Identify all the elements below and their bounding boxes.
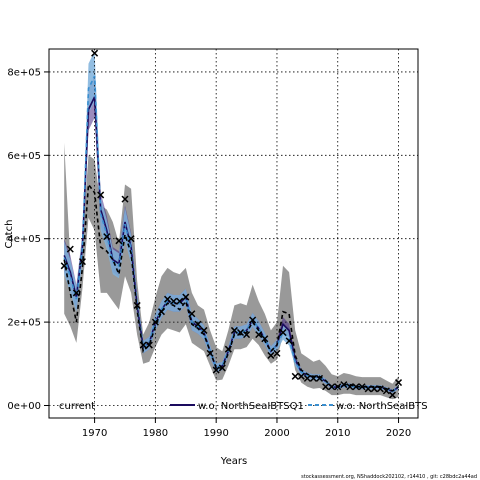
- observed-point: [218, 364, 226, 372]
- plot-frame: [48, 48, 419, 419]
- observed-point: [261, 335, 269, 343]
- y-axis-title: Catch: [4, 220, 15, 249]
- observed-point: [279, 328, 287, 337]
- observed-point: [157, 308, 165, 316]
- y-axis-ticks: 0e+00 2e+05 4e+05 6e+05 8e+05: [7, 67, 49, 412]
- legend-label-1: current: [59, 401, 95, 412]
- band-1: [64, 142, 399, 400]
- observed-point: [273, 349, 281, 357]
- legend-label-3: w.o. NorthSeaIBTS: [336, 401, 428, 412]
- observed-point: [328, 383, 336, 391]
- gridlines: [49, 49, 418, 418]
- observed-point: [230, 326, 238, 334]
- observed-points: [60, 49, 403, 399]
- y-tick-label: 0e+00: [7, 401, 41, 412]
- y-tick-label: 2e+05: [7, 318, 41, 329]
- observed-point: [200, 326, 208, 334]
- observed-point: [297, 372, 305, 380]
- observed-point: [182, 293, 190, 301]
- observed-point: [127, 235, 135, 243]
- observed-point: [291, 372, 299, 380]
- x-tick-label: 1990: [203, 428, 228, 439]
- x-axis-ticks: 1970 1980 1990 2000 2010 2020: [82, 418, 411, 439]
- x-tick-label: 1970: [82, 428, 107, 439]
- observed-point: [224, 345, 232, 353]
- y-tick-label: 4e+05: [7, 234, 41, 245]
- observed-point: [91, 49, 99, 57]
- observed-point: [66, 245, 74, 253]
- observed-point: [358, 383, 366, 391]
- observed-point: [370, 385, 378, 393]
- x-tick-label: 2010: [325, 428, 350, 439]
- observed-point: [364, 385, 372, 393]
- x-tick-label: 2020: [386, 428, 411, 439]
- observed-point: [188, 310, 196, 318]
- y-tick-label: 6e+05: [7, 151, 41, 162]
- observed-point: [103, 233, 111, 241]
- observed-point: [243, 331, 251, 339]
- y-tick-label: 8e+05: [7, 67, 41, 78]
- observed-point: [133, 301, 141, 309]
- observed-point: [121, 195, 129, 203]
- observed-point: [255, 331, 263, 339]
- footer-text: stockassessment.org, NShaddock202102, r1…: [301, 474, 477, 480]
- observed-point: [340, 381, 348, 389]
- observed-point: [176, 297, 184, 305]
- observed-point: [376, 385, 384, 393]
- observed-point: [285, 337, 293, 345]
- observed-point: [382, 387, 390, 395]
- observed-point: [334, 383, 342, 391]
- observed-point: [315, 374, 324, 382]
- observed-point: [151, 318, 159, 326]
- observed-point: [139, 341, 147, 349]
- observed-point: [145, 341, 153, 349]
- observed-point: [309, 374, 317, 382]
- legend: current w.o. NorthSeaIBTSQ1 w.o. NorthSeaI…: [59, 401, 428, 412]
- observed-point: [60, 262, 68, 270]
- confidence-bands: [64, 51, 399, 400]
- observed-point: [249, 316, 257, 324]
- observed-point: [194, 320, 202, 328]
- observed-point: [346, 383, 354, 391]
- observed-point: [395, 379, 403, 387]
- observed-point: [164, 295, 172, 303]
- observed-point: [206, 349, 214, 357]
- observed-point: [72, 289, 80, 297]
- observed-point: [388, 391, 396, 399]
- observed-point: [78, 258, 86, 266]
- observed-point: [236, 328, 245, 337]
- observed-point: [303, 374, 311, 382]
- x-tick-label: 1980: [143, 428, 168, 439]
- x-axis-title: Years: [220, 456, 247, 467]
- observed-point: [322, 383, 330, 391]
- observed-point: [352, 383, 360, 391]
- observed-point: [212, 366, 220, 374]
- observed-point: [97, 191, 105, 199]
- x-tick-label: 2000: [264, 428, 289, 439]
- observed-point: [115, 237, 123, 245]
- observed-point: [170, 297, 178, 305]
- legend-label-2: w.o. NorthSeaIBTSQ1: [198, 401, 304, 412]
- observed-point: [267, 351, 275, 359]
